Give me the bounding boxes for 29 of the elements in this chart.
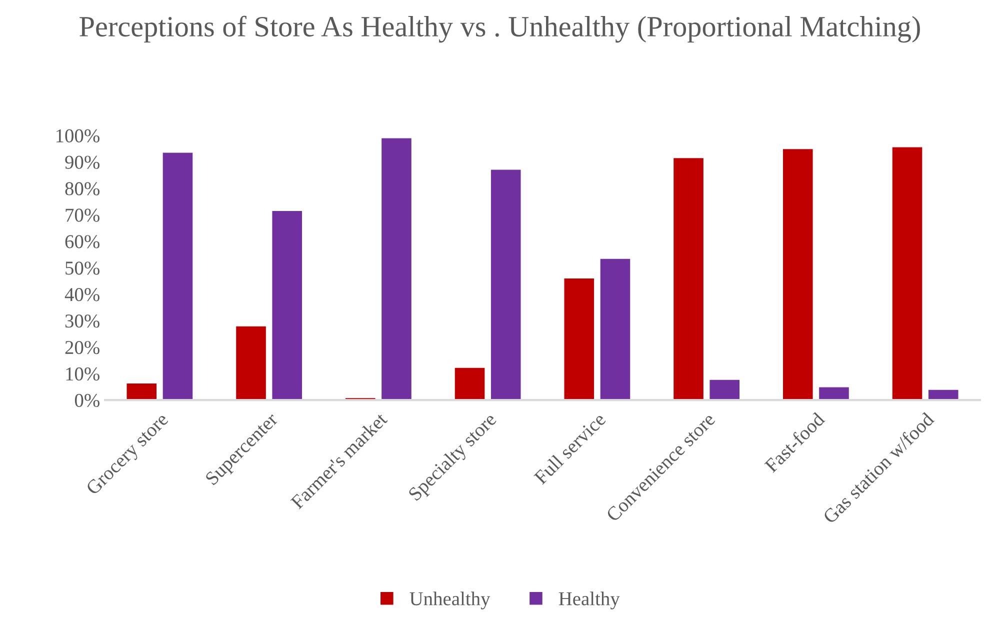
y-tick-label: 100% <box>56 129 100 142</box>
y-tick-label: 50% <box>66 262 100 275</box>
bar <box>818 386 850 400</box>
bar <box>162 152 194 400</box>
legend-label: Unhealthy <box>410 592 490 610</box>
bar <box>600 258 631 400</box>
bar <box>380 137 412 400</box>
y-tick-label: 80% <box>65 182 100 196</box>
bar <box>782 148 814 400</box>
bar <box>490 168 522 400</box>
y-tick-label: 90% <box>65 156 100 169</box>
bar <box>235 326 267 400</box>
bar <box>708 378 740 400</box>
y-tick-label: 10% <box>66 367 100 381</box>
legend-label: Healthy <box>558 592 620 610</box>
bar <box>672 157 704 400</box>
y-tick-label: 30% <box>65 314 100 328</box>
bar <box>928 389 960 400</box>
bar <box>271 210 303 400</box>
bar <box>126 382 158 400</box>
y-tick-label: 70% <box>66 208 100 222</box>
y-tick-label: 40% <box>64 288 100 302</box>
bar <box>563 278 595 400</box>
y-tick-label: 0% <box>74 394 100 408</box>
y-tick-label: 60% <box>65 235 100 248</box>
bar <box>454 367 486 400</box>
bar <box>892 146 923 400</box>
chart-title: Perceptions of Store As Healthy vs . Unhealthy (Proportional Matching) <box>80 16 920 43</box>
y-tick-label: 20% <box>65 340 100 354</box>
